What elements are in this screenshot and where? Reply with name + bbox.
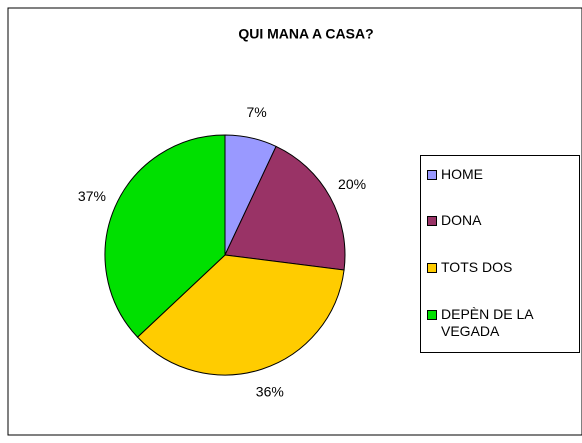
legend-swatch xyxy=(427,310,437,320)
pie-slice xyxy=(104,134,226,338)
data-label: 36% xyxy=(256,384,284,400)
data-label: 20% xyxy=(338,176,366,192)
legend-item: TOTS DOS xyxy=(427,259,577,276)
legend-label: TOTS DOS xyxy=(441,259,513,275)
pie-slice xyxy=(224,145,346,271)
data-label: 7% xyxy=(247,104,267,120)
legend-label: HOME xyxy=(441,166,483,182)
legend: HOME DONA TOTS DOS DEPÈN DE LA VEGADA xyxy=(420,155,580,353)
pie-slice xyxy=(136,254,345,376)
legend-label: DONA xyxy=(441,212,482,228)
legend-item: DONA xyxy=(427,212,577,229)
legend-swatch xyxy=(427,170,437,180)
legend-swatch xyxy=(427,216,437,226)
legend-label: DEPÈN DE LA VEGADA xyxy=(441,306,533,339)
legend-item: HOME xyxy=(427,166,577,183)
chart-title: QUI MANA A CASA? xyxy=(238,26,373,42)
legend-swatch xyxy=(427,263,437,273)
legend-item: DEPÈN DE LA VEGADA xyxy=(427,306,577,340)
data-label: 37% xyxy=(78,188,106,204)
